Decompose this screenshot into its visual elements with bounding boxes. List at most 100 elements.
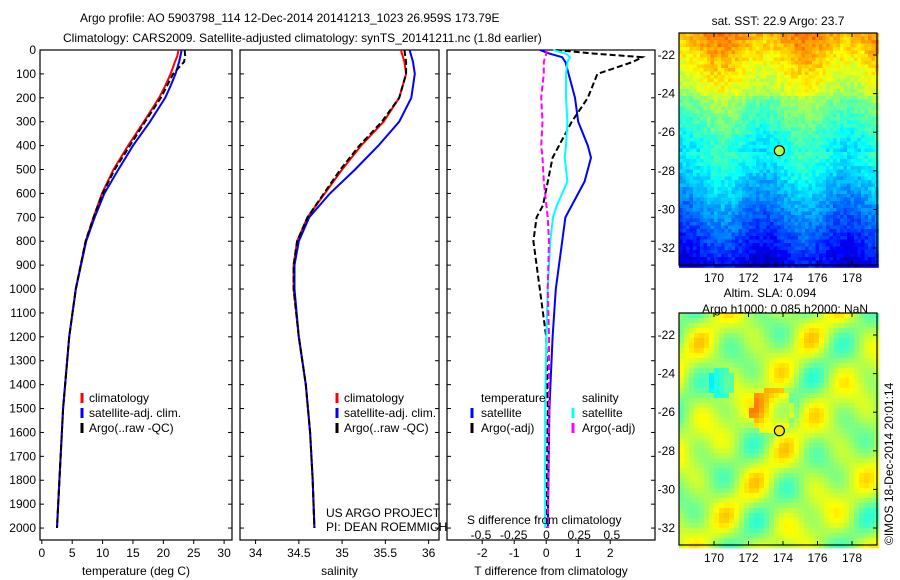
map-cell: [693, 232, 697, 237]
map-cell: [805, 110, 809, 114]
map-cell: [836, 71, 841, 76]
map-cell: [756, 232, 760, 237]
map-cell: [815, 152, 820, 156]
map-cell: [857, 127, 862, 132]
map-cell: [773, 232, 778, 237]
map-cell: [812, 106, 816, 111]
map-cell: [689, 162, 694, 167]
map-cell: [756, 138, 760, 142]
map-cell: [819, 152, 823, 156]
map-cell: [857, 159, 862, 163]
map-cell: [770, 204, 774, 209]
map-cell: [738, 138, 743, 142]
map-cell: [739, 318, 745, 324]
map-cell: [766, 218, 771, 223]
map-cell: [819, 117, 823, 121]
map-cell: [826, 197, 830, 202]
map-cell: [724, 218, 729, 223]
map-cell: [707, 204, 711, 209]
map-cell: [861, 145, 865, 149]
map-cell: [864, 152, 869, 156]
map-cell: [799, 388, 805, 394]
map-cell: [756, 145, 760, 149]
map-cell: [871, 183, 876, 188]
map-cell: [763, 89, 767, 93]
map-cell: [679, 110, 683, 114]
map-cell: [773, 36, 778, 41]
map-cell: [804, 353, 810, 359]
map-cell: [766, 232, 771, 237]
map-cell: [854, 343, 860, 349]
map-cell: [759, 403, 765, 409]
map-cell: [700, 194, 704, 198]
map-cell: [679, 333, 685, 339]
map-cell: [850, 78, 855, 83]
map-cell: [766, 183, 771, 188]
map-cell: [742, 75, 746, 79]
map-cell: [857, 141, 862, 146]
map-cell: [854, 106, 858, 111]
map-cell: [759, 264, 764, 268]
map-cell: [749, 398, 755, 404]
map-cell: [729, 353, 735, 359]
map-cell: [801, 236, 806, 240]
map-cell: [710, 57, 715, 62]
plot-frame: [239, 49, 440, 541]
map-cell: [763, 124, 767, 128]
map-cell: [804, 403, 810, 409]
map-cell: [815, 201, 820, 205]
map-cell: [777, 211, 781, 216]
series-line-t-argo-adj-: [532, 49, 646, 529]
map-cell: [850, 117, 855, 121]
map-cell: [843, 180, 848, 184]
map-cell: [850, 57, 855, 62]
map-cell: [738, 173, 743, 177]
map-cell: [752, 120, 757, 125]
map-cell: [861, 96, 865, 100]
map-cell: [735, 71, 739, 76]
map-cell: [868, 222, 872, 226]
map-cell: [794, 57, 799, 62]
map-cell: [794, 313, 800, 319]
map-cell: [763, 50, 767, 55]
map-cell: [759, 99, 764, 104]
map-cell: [742, 85, 746, 90]
map-cell: [812, 103, 816, 107]
map-cell: [850, 243, 855, 247]
map-cell: [805, 176, 809, 181]
map-cell: [833, 120, 837, 125]
map-cell: [734, 408, 740, 414]
map-cell: [752, 222, 757, 226]
map-cell: [805, 215, 809, 219]
map-cell: [717, 183, 722, 188]
map-cell: [801, 99, 806, 104]
map-cell: [814, 388, 820, 394]
map-cell: [694, 313, 700, 319]
map-cell: [780, 57, 785, 62]
map-cell: [770, 47, 774, 51]
map-cell: [812, 162, 816, 167]
map-cell: [819, 103, 823, 107]
x-axis-label: temperature (deg C): [82, 564, 190, 578]
map-cell: [839, 368, 845, 374]
map-cell: [721, 47, 725, 51]
map-cell: [721, 264, 725, 268]
map-cell: [868, 99, 872, 104]
map-cell: [689, 57, 694, 62]
map-cell: [745, 222, 750, 226]
map-cell: [812, 50, 816, 55]
map-cell: [833, 176, 837, 181]
map-cell: [679, 423, 685, 429]
map-cell: [686, 57, 690, 62]
map-cell: [744, 318, 750, 324]
map-cell: [693, 229, 697, 233]
map-cell: [689, 236, 694, 240]
map-cell: [780, 253, 785, 258]
map-cell: [850, 43, 855, 48]
map-cell: [850, 36, 855, 41]
map-cell: [819, 225, 823, 230]
map-cell: [801, 155, 806, 160]
map-cell: [875, 264, 879, 268]
map-cell: [815, 113, 820, 118]
map-cell: [735, 229, 739, 233]
